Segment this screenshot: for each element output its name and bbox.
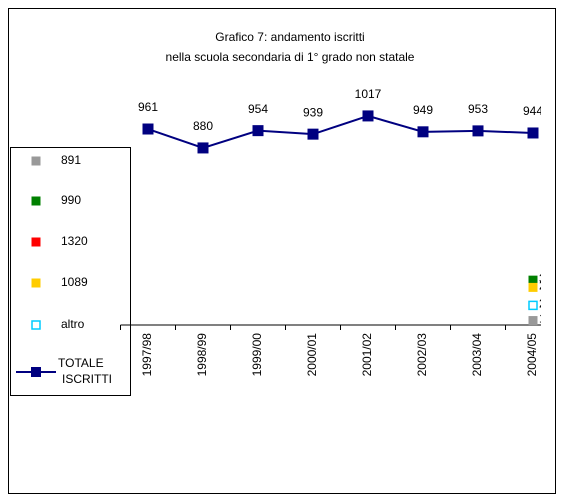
legend-label: TOTALE ISCRITTI	[58, 356, 112, 386]
x-tick-label: 2003/04	[470, 333, 484, 377]
data-label: 953	[468, 102, 488, 116]
chart-title: nella scuola secondaria di 1° grado non …	[166, 50, 415, 64]
legend: 891 990 1320 1089 altro TOTALE ISCRITTI	[16, 153, 112, 386]
marker	[31, 367, 41, 377]
legend-label: 1320	[61, 234, 88, 248]
plot-area: 141 314283 206 961 880 954 939 1017 949 953 944	[120, 87, 559, 330]
data-label: 954	[248, 102, 268, 116]
legend-label: 891	[61, 153, 81, 167]
data-label: 939	[303, 105, 323, 119]
marker	[31, 156, 41, 166]
marker	[527, 127, 539, 139]
x-tick-label: 1998/99	[195, 333, 209, 377]
marker	[31, 196, 41, 206]
marker	[528, 300, 538, 311]
marker	[528, 282, 538, 292]
legend-box	[10, 147, 131, 396]
data-label: 961	[138, 100, 158, 114]
marker	[31, 278, 41, 288]
legend-label: altro	[61, 317, 85, 331]
data-label: 314	[539, 271, 559, 285]
legend-label: 990	[61, 193, 81, 207]
chart-title: Grafico 7: andamento iscritti	[215, 30, 364, 44]
x-tick-label: 1999/00	[250, 333, 264, 377]
marker	[197, 142, 209, 154]
marker	[472, 125, 484, 137]
series-line	[147, 114, 534, 149]
marker	[31, 237, 41, 247]
legend-label: 1089	[61, 275, 88, 289]
marker	[528, 316, 538, 326]
data-label: 283	[539, 279, 559, 293]
x-tick-label: 1997/98	[140, 333, 154, 377]
data-label: 1017	[355, 87, 382, 101]
data-label: 944	[523, 104, 543, 118]
x-tick-label: 2001/02	[360, 333, 374, 377]
marker	[142, 123, 154, 135]
data-label: 206	[539, 297, 559, 311]
marker	[252, 125, 264, 137]
data-label: 949	[413, 103, 433, 117]
marker	[417, 126, 429, 138]
marker	[31, 320, 41, 330]
x-tick-label: 2000/01	[305, 333, 319, 377]
marker	[307, 128, 319, 140]
x-tick-label: 2002/03	[415, 333, 429, 377]
x-tick-label: 2004/05	[525, 333, 539, 377]
marker	[362, 110, 374, 122]
data-label: 141	[539, 312, 559, 326]
data-label: 880	[193, 119, 213, 133]
